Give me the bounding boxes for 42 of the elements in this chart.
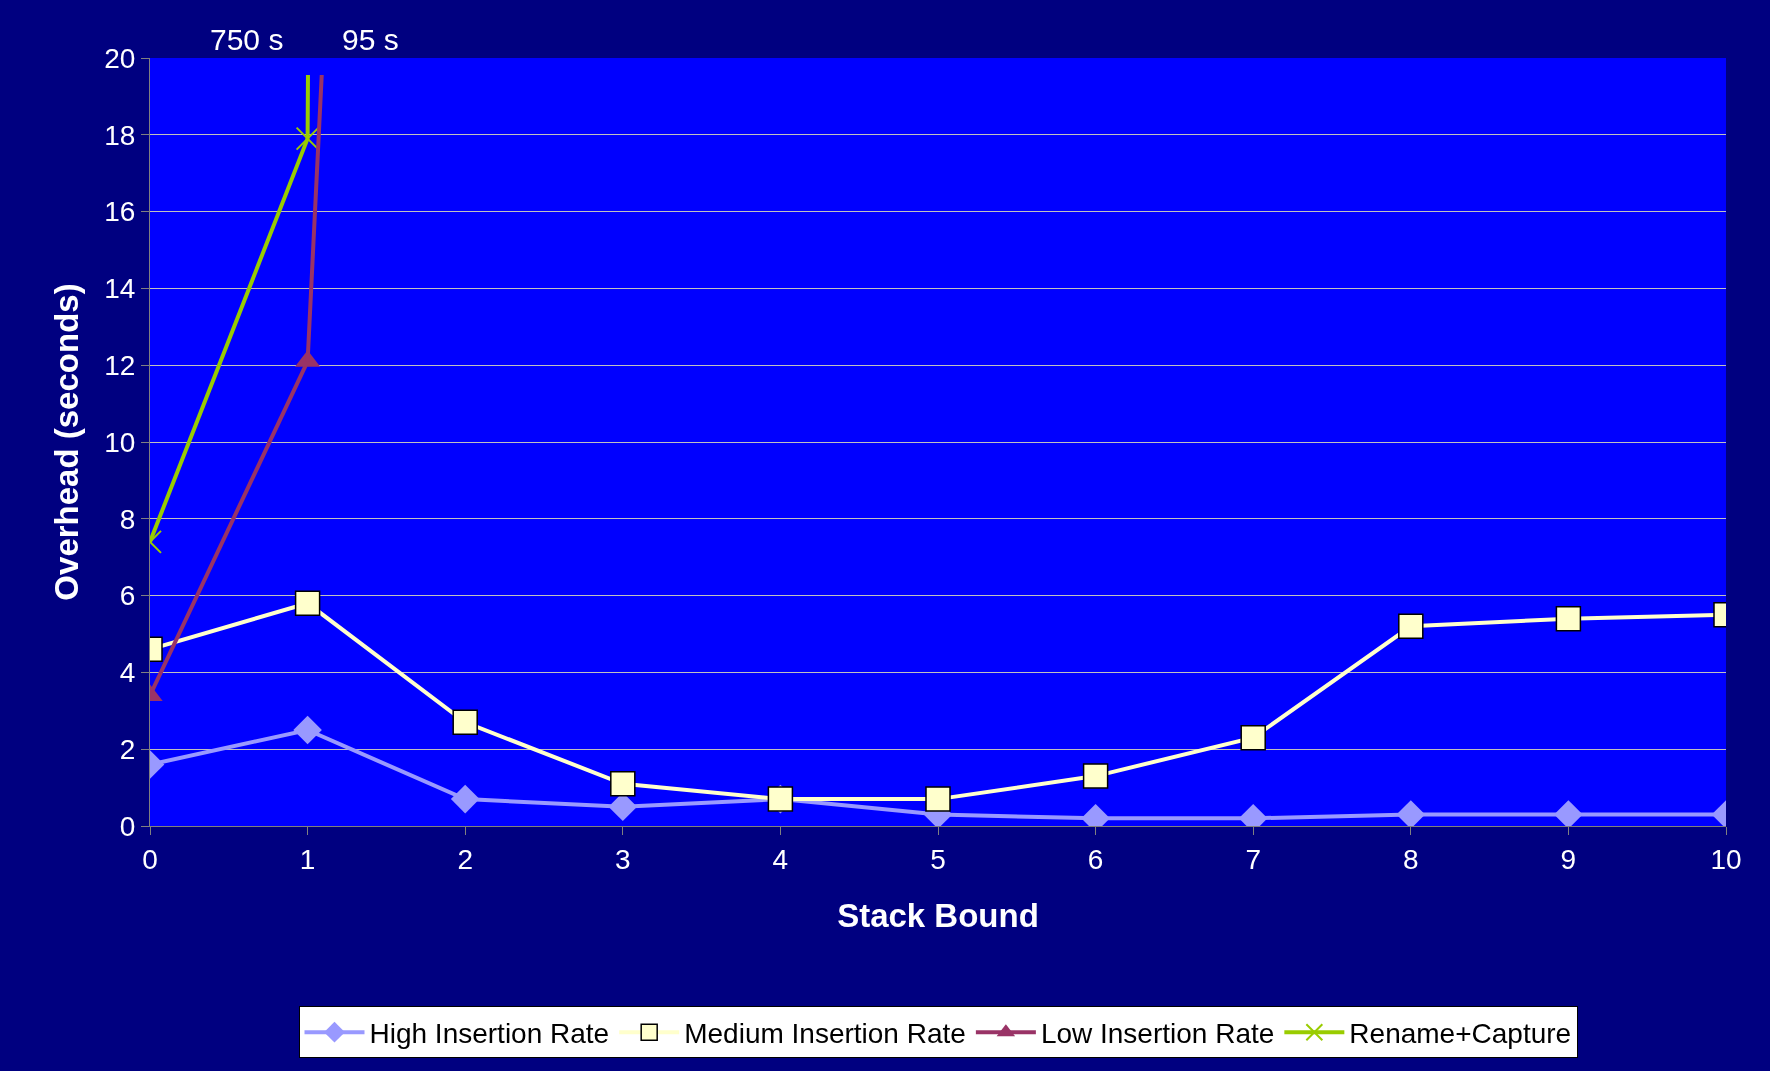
point [1396, 800, 1426, 826]
y-tick-label: 18 [104, 119, 136, 151]
annotation: 95 s [342, 23, 399, 56]
y-axis-title: Overhead (seconds) [48, 283, 86, 601]
y-tick-label: 14 [104, 273, 136, 305]
legend-label: Rename+Capture [1349, 1018, 1572, 1050]
legend-label: High Insertion Rate [369, 1018, 610, 1050]
y-tick-label: 12 [104, 350, 136, 381]
y-tick-label: 16 [104, 196, 136, 228]
x-tick-label: 7 [1245, 843, 1261, 875]
x-tick-label: 1 [299, 843, 316, 875]
x-tick-label: 10 [1710, 843, 1742, 875]
x-tick-label: 3 [615, 843, 631, 875]
x-tick-label: 4 [772, 843, 789, 875]
x-tick-label: 8 [1403, 843, 1419, 875]
point [925, 786, 951, 812]
x-axis-title: Stack Bound [837, 897, 1039, 935]
x-tick-label: 2 [457, 843, 473, 875]
x-tick-label: 0 [142, 843, 158, 875]
point [1082, 763, 1109, 789]
point [1240, 724, 1266, 751]
x-tick-label: 9 [1560, 843, 1577, 875]
legend-label: Low Insertion Rate [1040, 1018, 1275, 1050]
point [452, 709, 478, 736]
x-tick-label: 5 [930, 843, 946, 875]
point [294, 590, 321, 617]
y-tick-label: 20 [104, 42, 136, 74]
point [1554, 800, 1583, 826]
y-tick-label: 8 [119, 503, 136, 535]
point [610, 771, 636, 797]
legend-label: Medium Insertion Rate [684, 1018, 966, 1050]
y-tick-label: 2 [119, 734, 136, 765]
y-tick-label: 0 [119, 810, 136, 842]
annotation: 750 s [210, 23, 284, 56]
y-tick-label: 4 [119, 657, 136, 689]
y-tick-label: 10 [104, 426, 136, 458]
x-tick-label: 6 [1087, 843, 1104, 875]
y-tick-label: 6 [119, 580, 136, 612]
point [293, 715, 322, 745]
point [1555, 605, 1582, 632]
point [450, 784, 480, 814]
point [1398, 613, 1424, 640]
